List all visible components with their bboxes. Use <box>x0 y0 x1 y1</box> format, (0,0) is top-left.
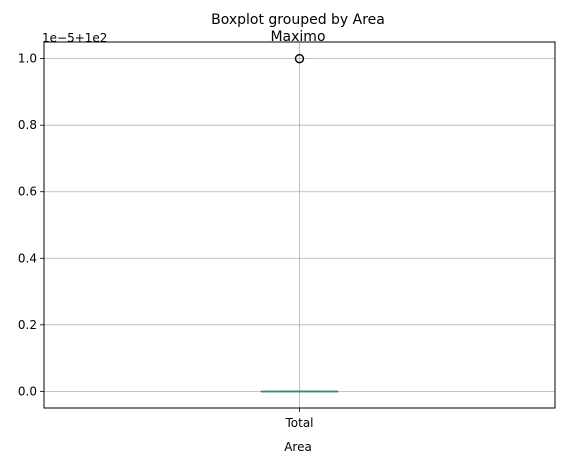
y-tick-label: 1.0 <box>18 52 37 66</box>
outlier-point <box>294 53 305 64</box>
x-axis-label: Area <box>284 440 312 454</box>
box-marks <box>260 53 339 393</box>
x-tick-label: Total <box>284 416 313 430</box>
chart-suptitle: Boxplot grouped by Area <box>211 12 385 28</box>
y-tick-label: 0.2 <box>18 318 37 332</box>
y-tick-label: 0.8 <box>18 118 37 132</box>
y-axis: 0.0 0.2 0.4 0.6 0.8 1.0 <box>18 52 44 398</box>
y-tick-label: 0.4 <box>18 251 37 265</box>
y-tick-label: 0.0 <box>18 384 37 398</box>
y-offset-label: 1e−5+1e2 <box>42 31 107 45</box>
y-tick-label: 0.6 <box>18 185 37 199</box>
grid-lines <box>44 42 555 408</box>
chart-title: Maximo <box>270 29 325 45</box>
x-axis: Total <box>284 408 314 430</box>
